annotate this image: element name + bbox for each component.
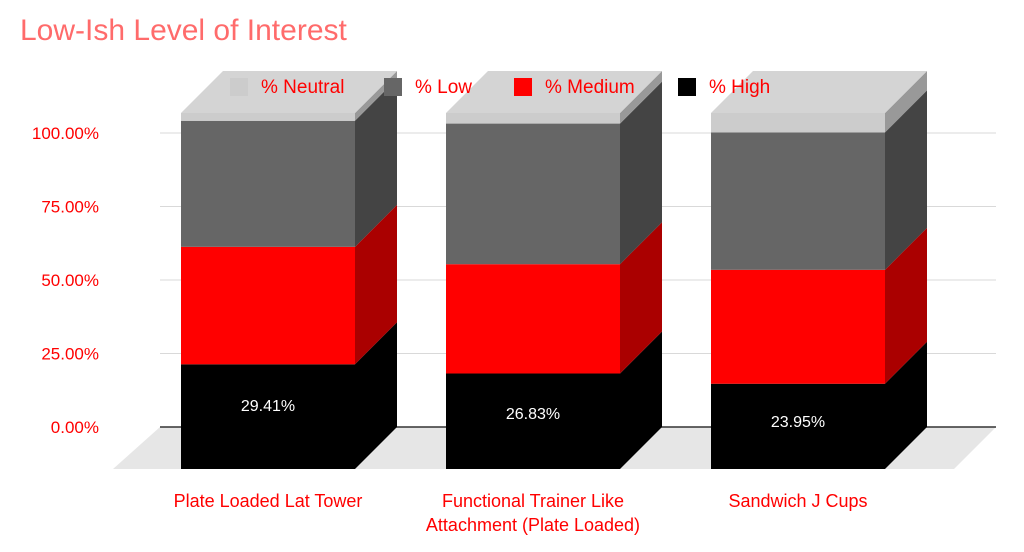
bar-side-low-2 [620,81,662,265]
bar-side-high-2 [620,331,662,469]
bar-side-medium-1 [355,204,397,365]
legend-swatch-low [384,78,402,96]
bar-side-low-1 [355,78,397,247]
y-tick-label: 75.00% [41,198,99,217]
bar-side-medium-3 [885,227,927,384]
legend-label-neutral: % Neutral [261,77,344,98]
legend-swatch-neutral [230,78,248,96]
legend-label-medium: % Medium [545,77,635,98]
bar-segment-high-1 [181,364,355,469]
bar-segment-low-2 [446,123,620,265]
bar-segment-neutral-1 [181,113,355,121]
bar-segment-neutral-3 [711,113,885,133]
y-tick-label: 50.00% [41,271,99,290]
bar-segment-neutral-2 [446,113,620,124]
x-category-label: Plate Loaded Lat Tower [174,491,363,511]
bar-top-3 [711,71,927,113]
bar-segment-low-3 [711,132,885,270]
bar-segment-high-2 [446,373,620,469]
bar-segment-low-1 [181,120,355,247]
x-category-label: Functional Trainer Like [442,491,624,511]
bar-side-neutral-2 [620,71,662,124]
legend-swatch-high [678,78,696,96]
x-category-label: Attachment (Plate Loaded) [426,515,640,535]
bar-segment-medium-1 [181,246,355,365]
data-label: 26.83% [506,406,560,423]
bar-side-medium-2 [620,222,662,374]
legend-label-high: % High [709,77,770,98]
data-label: 23.95% [771,414,825,431]
legend-label-low: % Low [415,77,472,98]
data-label: 29.41% [241,398,295,415]
bar-side-high-3 [885,341,927,469]
x-category-label: Sandwich J Cups [728,491,867,511]
y-tick-label: 25.00% [41,345,99,364]
bar-segment-medium-2 [446,264,620,374]
legend-swatch-medium [514,78,532,96]
bar-side-high-1 [355,322,397,469]
bar-top-2 [446,71,662,113]
bar-segment-high-3 [711,383,885,469]
chart-title: Low-Ish Level of Interest [20,14,347,47]
bar-side-low-3 [885,90,927,270]
bar-segment-medium-3 [711,269,885,384]
y-tick-label: 0.00% [51,418,99,437]
bar-side-neutral-3 [885,71,927,133]
y-tick-label: 100.00% [32,124,99,143]
